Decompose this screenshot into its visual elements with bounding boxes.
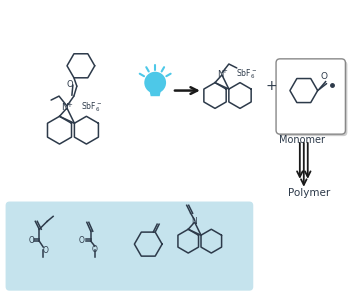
Text: N: N (217, 70, 223, 79)
Text: Monomer: Monomer (279, 135, 325, 145)
Text: SbF$_6^-$: SbF$_6^-$ (81, 100, 102, 114)
Text: O: O (79, 236, 85, 245)
Text: O: O (92, 244, 98, 253)
Circle shape (144, 72, 166, 94)
Text: SbF$_6^-$: SbF$_6^-$ (236, 67, 257, 81)
FancyBboxPatch shape (6, 202, 253, 291)
Text: N: N (62, 103, 68, 112)
Text: O: O (320, 72, 327, 81)
Text: N: N (192, 217, 197, 226)
Text: +: + (265, 79, 277, 93)
Text: Polymer: Polymer (288, 188, 330, 198)
Text: O: O (42, 246, 48, 255)
Polygon shape (150, 91, 160, 95)
Text: +: + (66, 101, 72, 107)
Text: +: + (221, 68, 227, 74)
FancyBboxPatch shape (278, 61, 348, 136)
Text: O: O (28, 236, 34, 245)
FancyBboxPatch shape (276, 59, 345, 134)
Text: O: O (66, 80, 73, 89)
